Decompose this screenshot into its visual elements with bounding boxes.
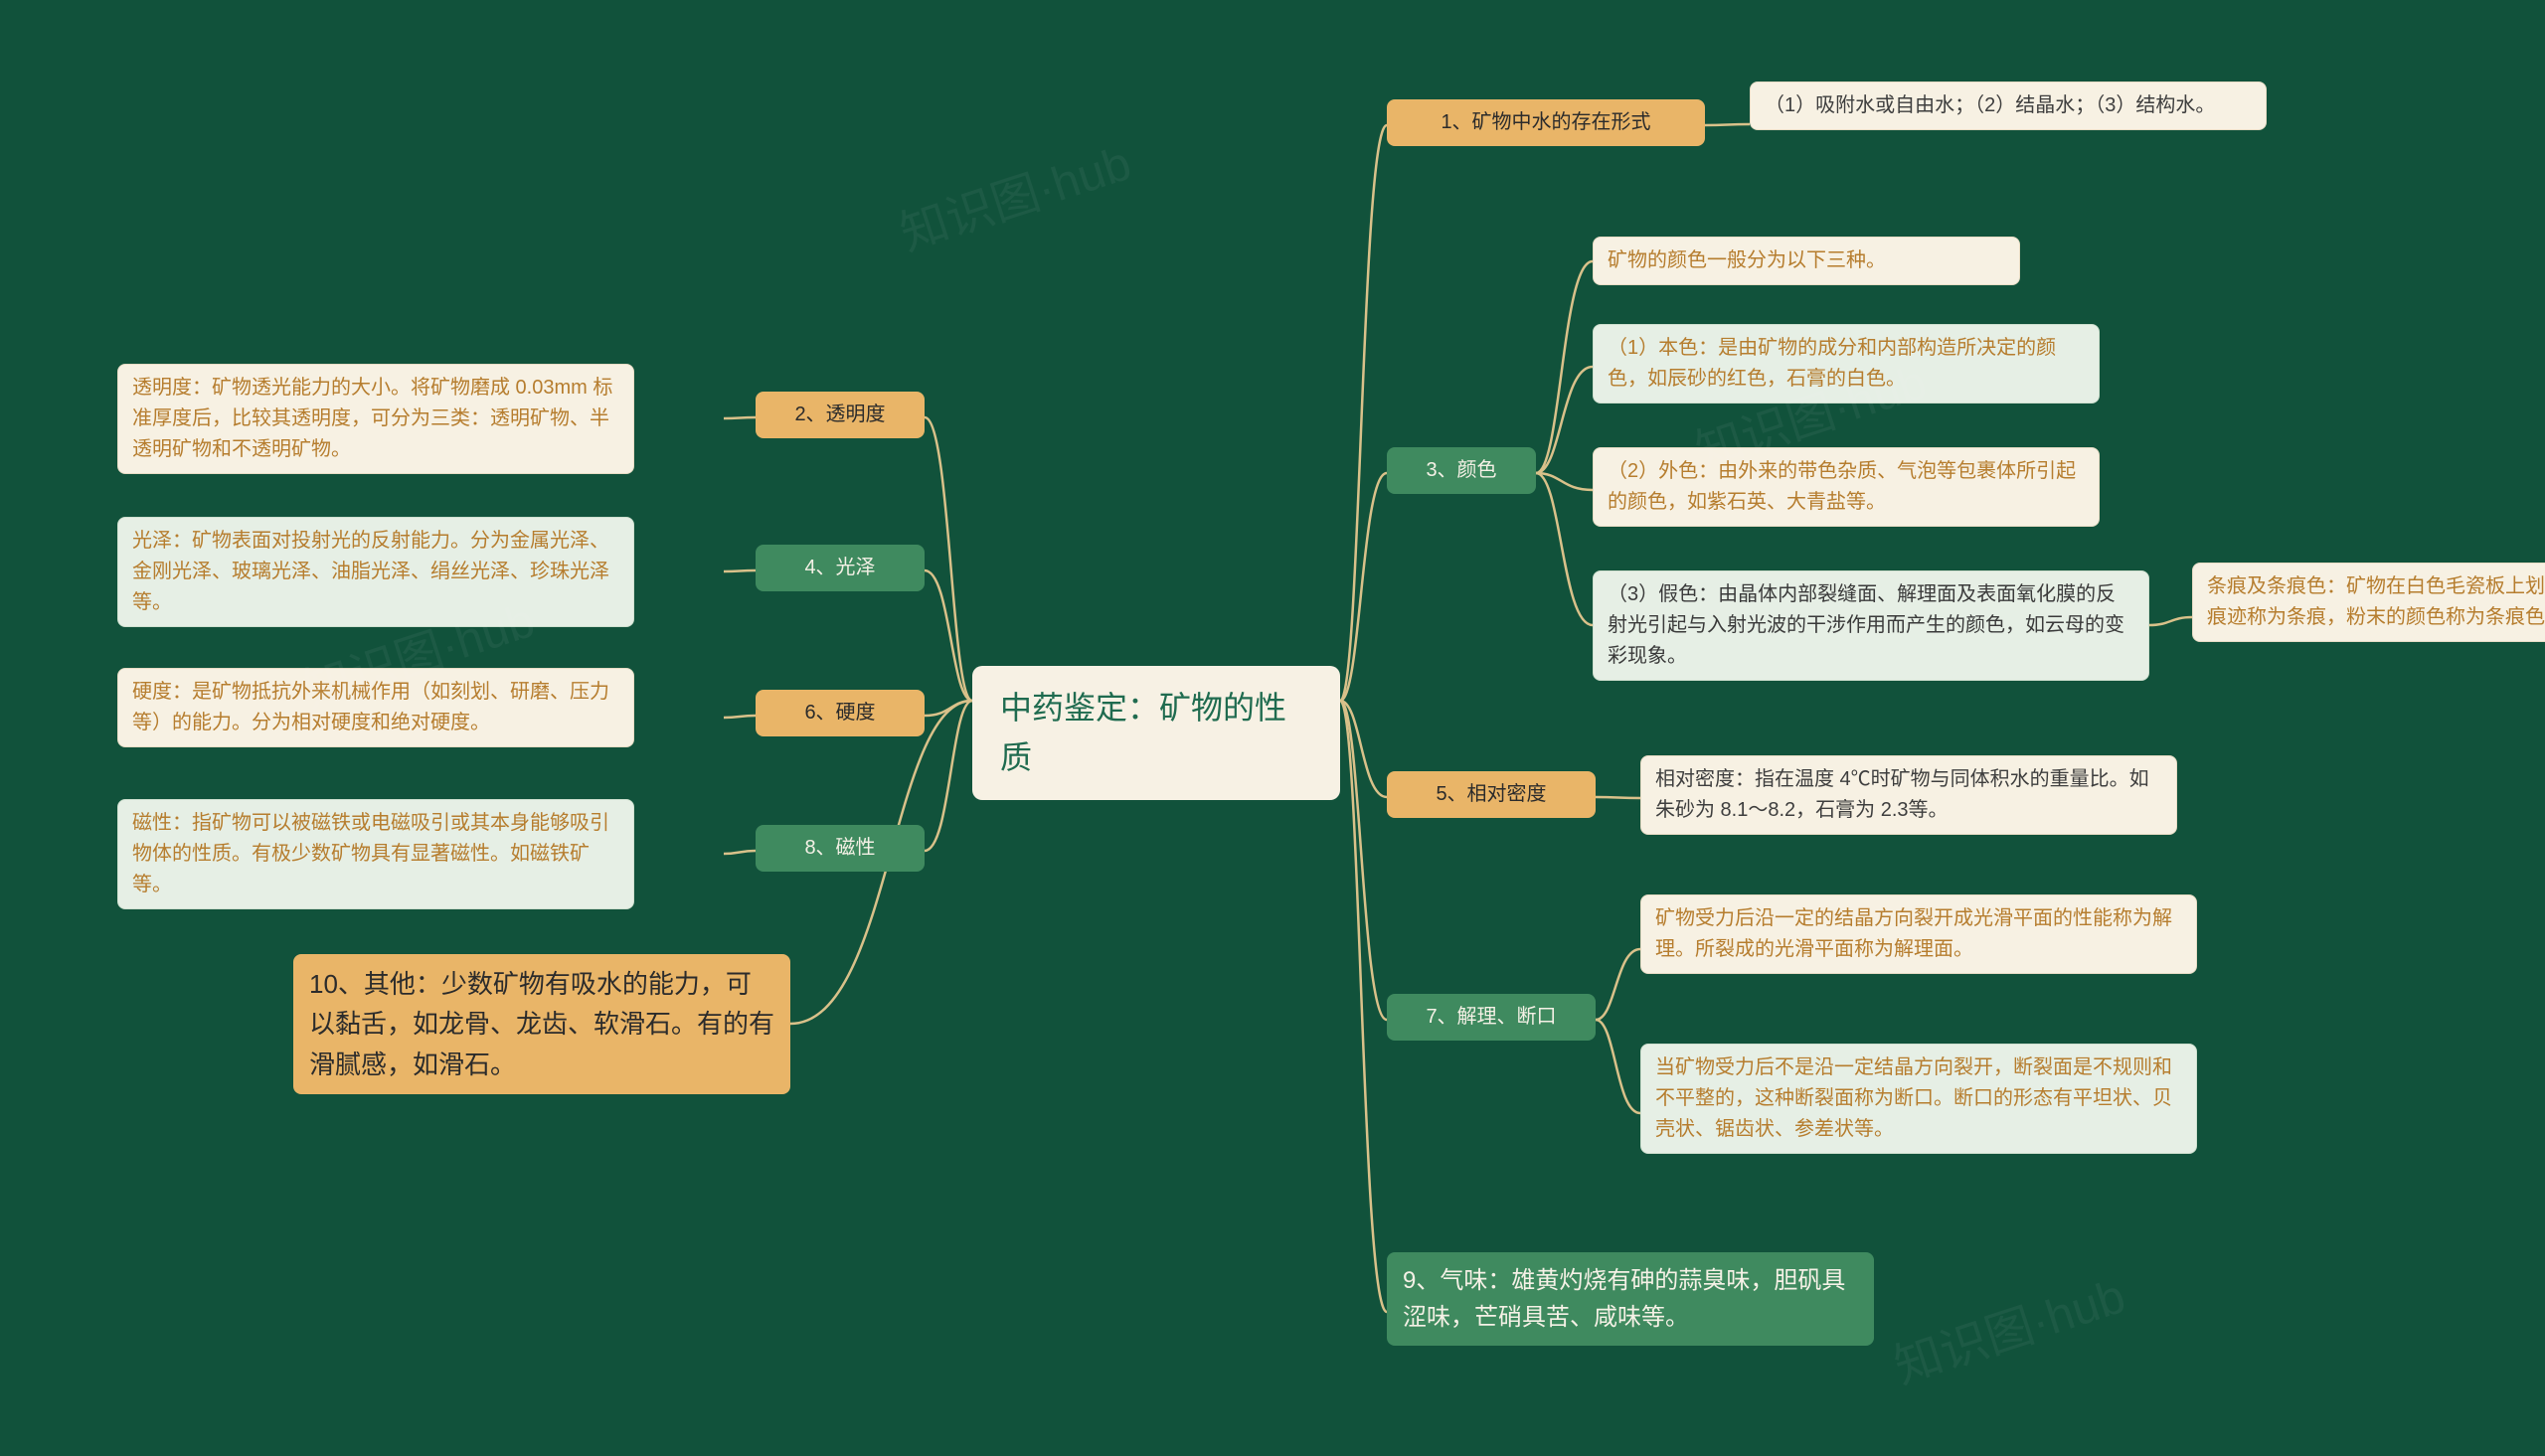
node-2-leaf: 透明度：矿物透光能力的大小。将矿物磨成 0.03mm 标准厚度后，比较其透明度，…: [117, 364, 634, 474]
node-3-leaf-b: （1）本色：是由矿物的成分和内部构造所决定的颜色，如辰砂的红色，石膏的白色。: [1593, 324, 2100, 404]
node-5-leaf-a: 相对密度：指在温度 4℃时矿物与同体积水的重量比。如朱砂为 8.1～8.2，石膏…: [1640, 755, 2177, 835]
node-3: 3、颜色: [1387, 447, 1536, 494]
node-10: 10、其他：少数矿物有吸水的能力，可以黏舌，如龙骨、龙齿、软滑石。有的有滑腻感，…: [293, 954, 790, 1094]
node-1: 1、矿物中水的存在形式: [1387, 99, 1705, 146]
node-4: 4、光泽: [756, 545, 925, 591]
node-9: 9、气味：雄黄灼烧有砷的蒜臭味，胆矾具涩味，芒硝具苦、咸味等。: [1387, 1252, 1874, 1346]
node-4-leaf: 光泽：矿物表面对投射光的反射能力。分为金属光泽、金刚光泽、玻璃光泽、油脂光泽、绢…: [117, 517, 634, 627]
node-7-leaf-a: 矿物受力后沿一定的结晶方向裂开成光滑平面的性能称为解理。所裂成的光滑平面称为解理…: [1640, 894, 2197, 974]
watermark: 知识图·hub: [890, 124, 1138, 264]
node-8-leaf: 磁性：指矿物可以被磁铁或电磁吸引或其本身能够吸引物体的性质。有极少数矿物具有显著…: [117, 799, 634, 909]
node-8: 8、磁性: [756, 825, 925, 872]
node-7: 7、解理、断口: [1387, 994, 1596, 1041]
node-1-leaf-a: （1）吸附水或自由水；（2）结晶水；（3）结构水。: [1750, 81, 2267, 130]
node-3-leaf-a: 矿物的颜色一般分为以下三种。: [1593, 237, 2020, 285]
watermark: 知识图·hub: [1884, 1257, 2132, 1397]
node-2: 2、透明度: [756, 392, 925, 438]
node-6-leaf: 硬度：是矿物抵抗外来机械作用（如刻划、研磨、压力等）的能力。分为相对硬度和绝对硬…: [117, 668, 634, 747]
node-5: 5、相对密度: [1387, 771, 1596, 818]
center-node: 中药鉴定：矿物的性质: [972, 666, 1340, 800]
node-3-leaf-c: （2）外色：由外来的带色杂质、气泡等包裹体所引起的颜色，如紫石英、大青盐等。: [1593, 447, 2100, 527]
node-6: 6、硬度: [756, 690, 925, 736]
node-3-leaf-d: （3）假色：由晶体内部裂缝面、解理面及表面氧化膜的反射光引起与入射光波的干涉作用…: [1593, 570, 2149, 681]
node-7-leaf-b: 当矿物受力后不是沿一定结晶方向裂开，断裂面是不规则和不平整的，这种断裂面称为断口…: [1640, 1044, 2197, 1154]
node-3-leaf-d-sub: 条痕及条痕色：矿物在白色毛瓷板上划过后所留下的粉末痕迹称为条痕，粉末的颜色称为条…: [2192, 563, 2545, 642]
